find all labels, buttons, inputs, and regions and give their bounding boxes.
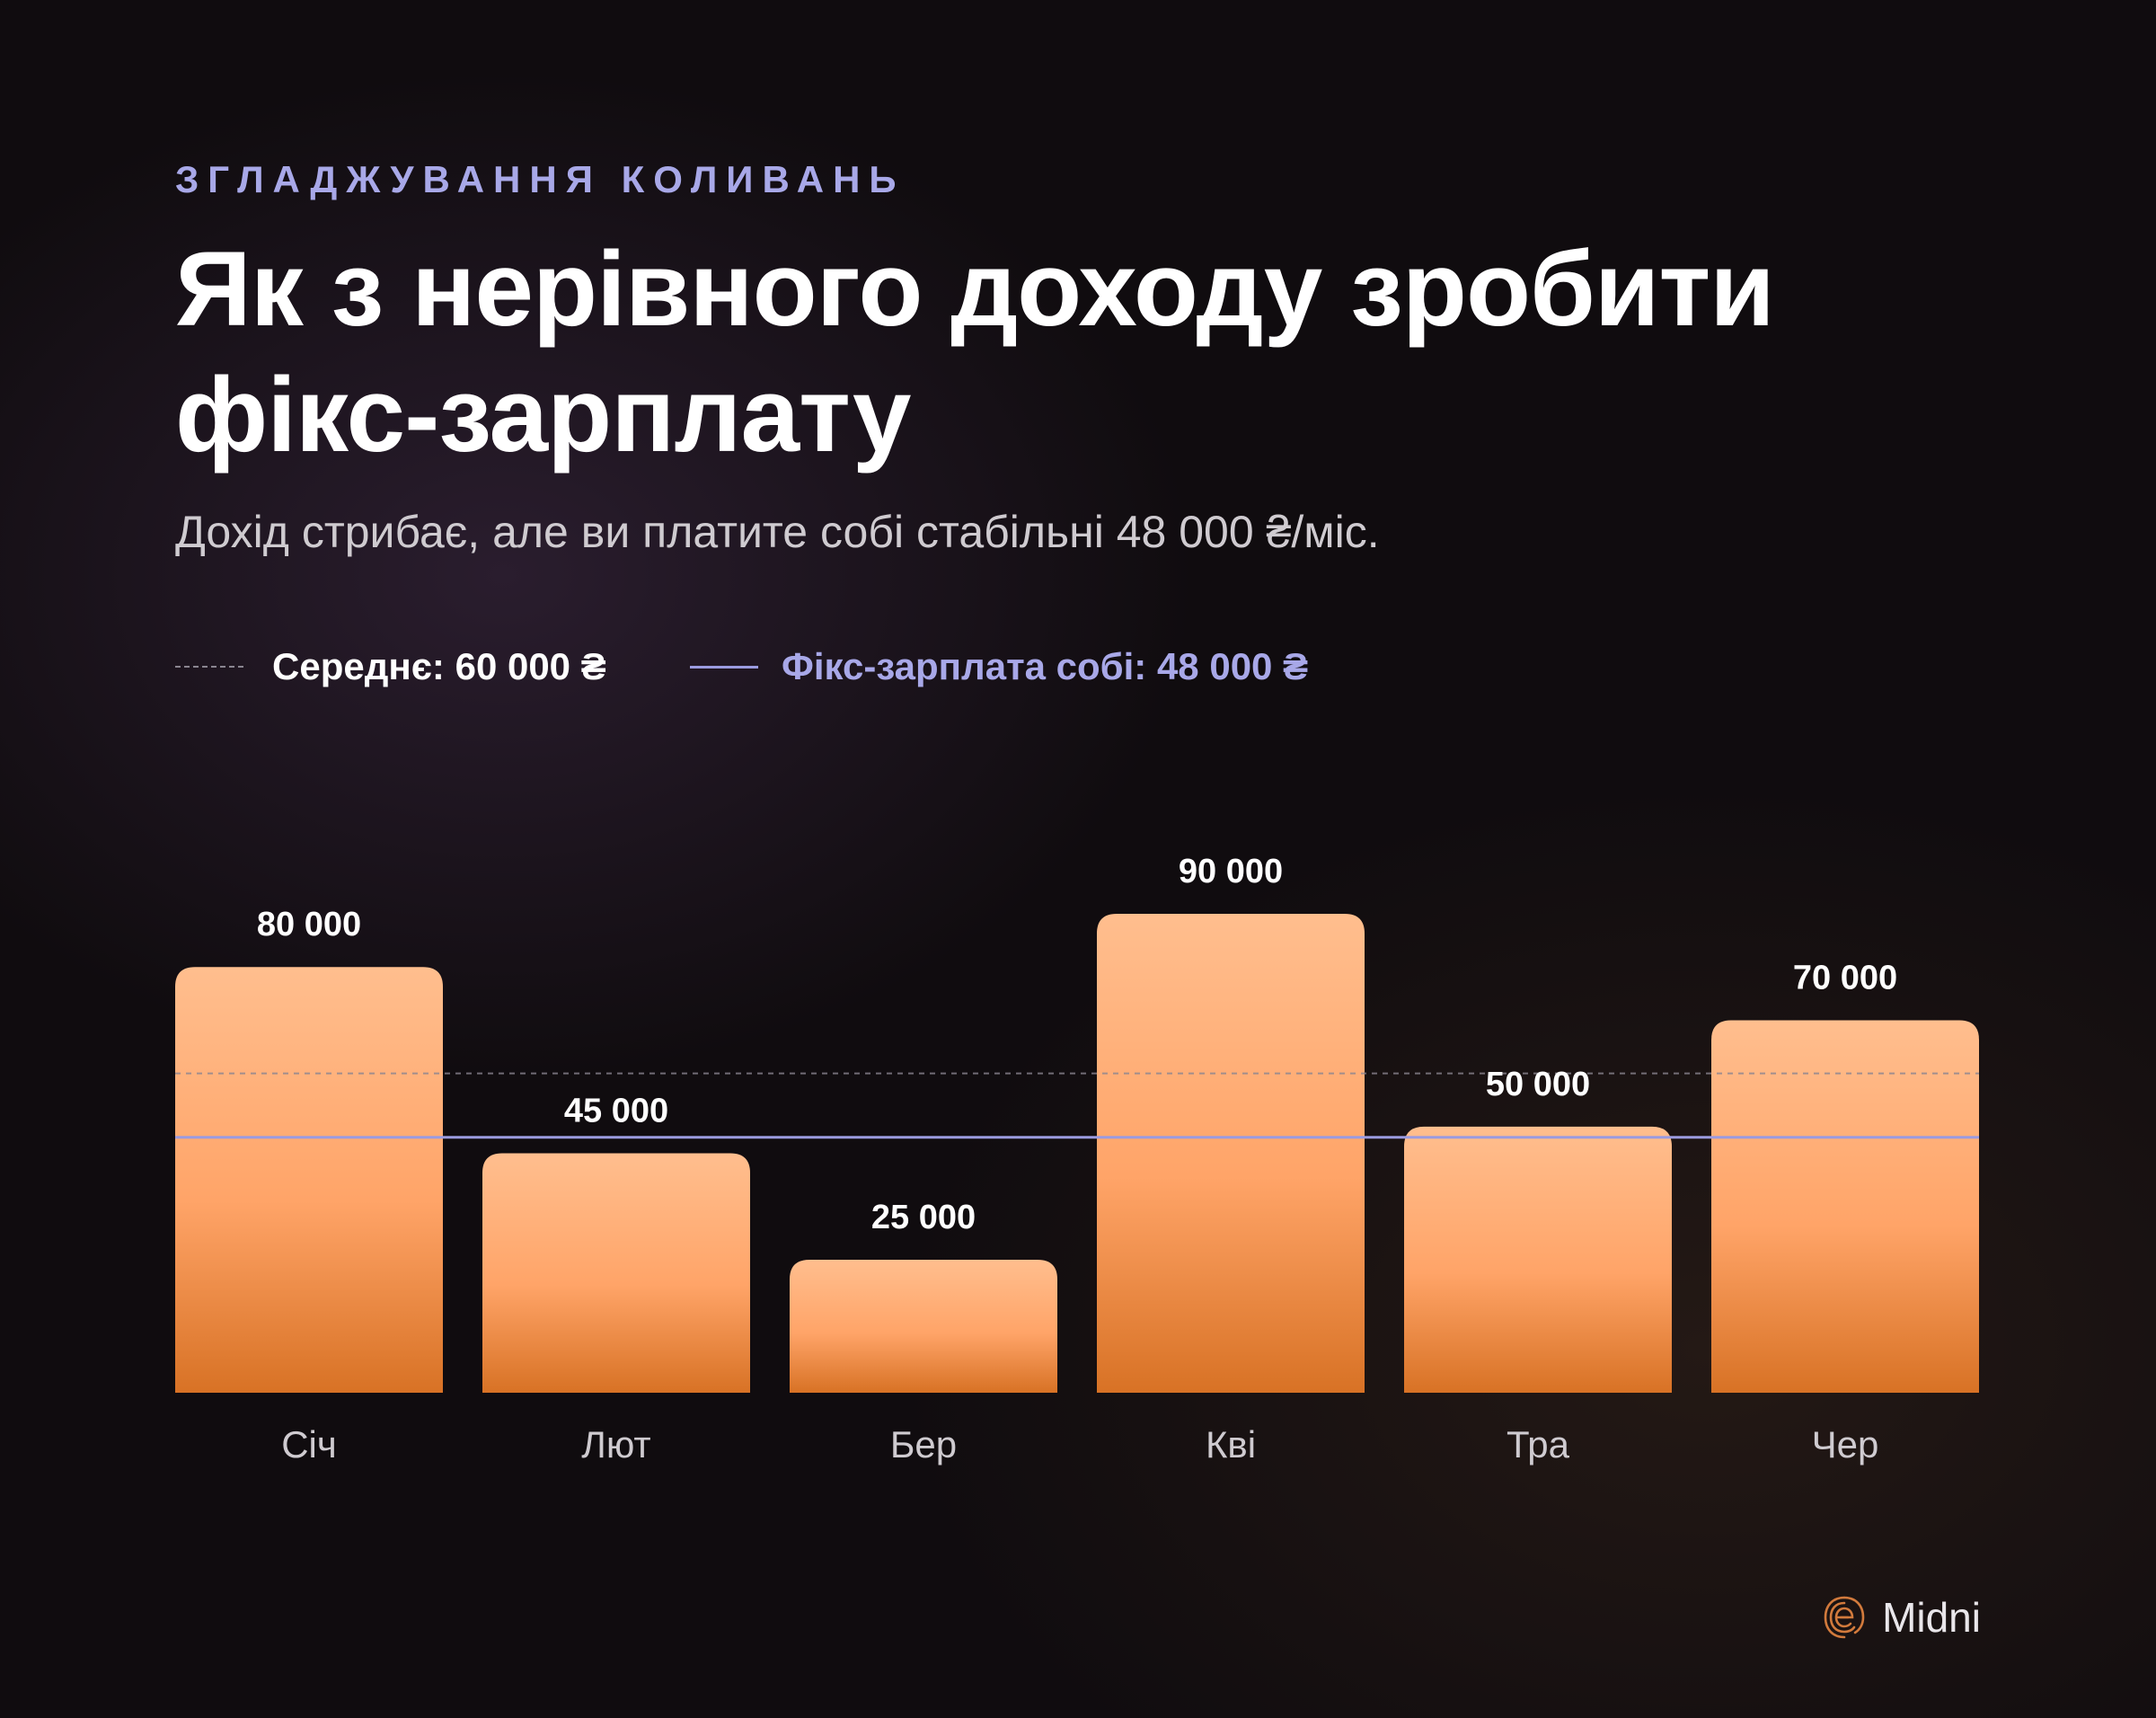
brand-logo: Midni [1819, 1590, 1981, 1644]
category-label: Тра [1507, 1423, 1570, 1466]
reference-lines-layer [175, 1072, 1979, 1141]
bar-4 [1097, 914, 1365, 1393]
category-label: Кві [1206, 1423, 1256, 1466]
bar-3 [790, 1259, 1057, 1393]
category-label: Січ [281, 1423, 337, 1466]
legend-swatch-fixed [690, 665, 758, 669]
bar-6 [1711, 1020, 1979, 1393]
bars-layer [175, 914, 1979, 1393]
legend-swatch-average [175, 666, 243, 668]
legend-label-average: Середнє: 60 000 ₴ [272, 645, 606, 687]
legend-label-fixed: Фікс-зарплата собі: 48 000 ₴ [782, 645, 1309, 687]
bar-value-label: 80 000 [257, 906, 361, 943]
page-subtitle: Дохід стрибає, але ви платите собі стабі… [175, 507, 1380, 557]
labels-layer: 80 000 Січ 45 000 Лют 25 000 Бер 90 000 Кві 50 0… [257, 853, 1897, 1466]
eyebrow-label: ЗГЛАДЖУВАННЯ КОЛИВАНЬ [175, 158, 906, 200]
bar-5 [1404, 1126, 1672, 1393]
legend-item-fixed: Фікс-зарплата собі: 48 000 ₴ [690, 640, 1308, 694]
bar-value-label: 45 000 [564, 1093, 668, 1130]
bar-value-label: 90 000 [1179, 853, 1283, 890]
bar-value-label: 25 000 [871, 1199, 976, 1236]
category-label: Чер [1812, 1423, 1879, 1466]
bar-2 [482, 1153, 750, 1393]
fingerprint-e-icon [1824, 1596, 1865, 1639]
page-title: Як з нерівного доходу зробити фікс-зарпл… [175, 230, 1775, 474]
bar-value-label: 50 000 [1486, 1066, 1590, 1103]
legend-item-average: Середнє: 60 000 ₴ [175, 640, 606, 694]
bar-1 [175, 967, 443, 1393]
bar-value-label: 70 000 [1793, 959, 1897, 996]
category-label: Бер [890, 1423, 957, 1466]
brand-name: Midni [1882, 1594, 1981, 1641]
category-label: Лют [581, 1423, 650, 1466]
